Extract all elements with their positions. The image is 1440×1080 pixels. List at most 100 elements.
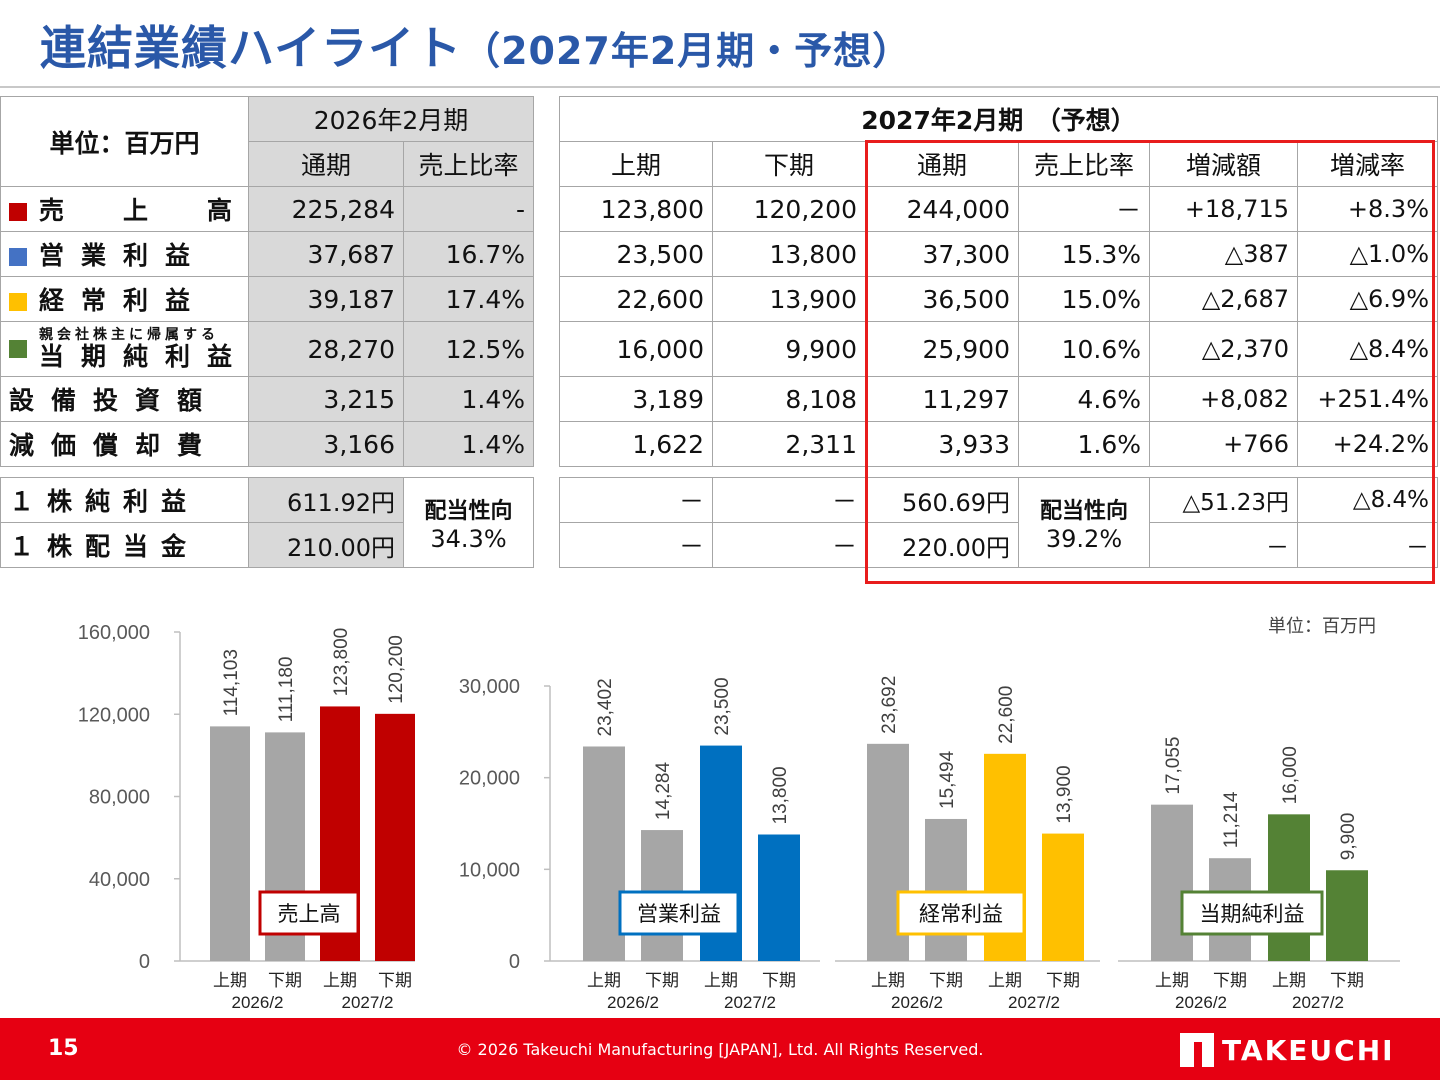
cell-full: 37,300 [865,231,1019,277]
x-category-label: 下期 [268,971,302,990]
table-row: 設備投資額 3,215 1.4% [0,376,534,422]
table-row: －－ 220.00円－－ [559,522,1439,568]
table-row: １株純利益 611.92円 配当性向 34.3% [0,477,534,568]
bar-value-label: 17,055 [1163,737,1184,795]
cell-ratio: － [1018,186,1150,232]
cell-prev-full: 3,215 [248,376,404,422]
cell-prev-ratio: 16.7% [403,231,534,277]
bar-value-label: 9,900 [1338,813,1359,861]
x-category-label: 上期 [1155,971,1189,990]
col-diff: 増減額 [1149,141,1298,187]
series-title-box [618,890,740,936]
bar-value-label: 114,103 [221,649,242,716]
y-tick-label: 0 [509,951,520,973]
cell-h2: 120,200 [712,186,866,232]
col-full-year-2026: 通期 [248,141,404,187]
period-header-2027: 2027年2月期 （予想） [558,96,1439,142]
x-group-label: 2026/2 [891,993,943,1012]
cell-h2: － [712,522,866,568]
bar [1326,870,1368,961]
cell-prev-full: 210.00円 [248,522,404,568]
cell-h1: － [559,477,713,523]
col-ratio-2027: 売上比率 [1018,141,1150,187]
x-category-label: 下期 [645,971,679,990]
results-table-2027: 2027年2月期 （予想） 上期 下期 通期 売上比率 増減額 増減率 123,… [558,96,1439,568]
y-tick-label: 20,000 [459,768,520,790]
cell-h1: 16,000 [559,321,713,377]
x-category-label: 下期 [1046,971,1080,990]
bar-value-label: 120,200 [386,635,407,704]
table-row: 経常利益 39,187 17.4% [0,276,534,322]
legend-square-icon [9,293,27,311]
row-label: 減価償却費 [0,421,249,467]
bar [925,818,967,961]
table-row: 16,000 9,900 25,900 10.6% △2,370 △8.4% [559,321,1439,377]
series-title: 営業利益 [637,903,721,926]
row-label-text: 経常利益 [39,286,208,315]
table-row: 親会社株主に帰属する 当期純利益 28,270 12.5% [0,321,534,377]
copyright-text: © 2026 Takeuchi Manufacturing [JAPAN], L… [456,1040,984,1059]
y-tick-label: 80,000 [89,787,150,809]
cell-h2: 8,108 [712,376,866,422]
title-sub: （2027年2月期・予想） [462,29,912,73]
cell-h1: 1,622 [559,421,713,467]
table-row: 123,800 120,200 244,000 － +18,715 +8.3% [559,186,1439,232]
cell-rate: +24.2% [1296,421,1439,467]
row-label-text: 営業利益 [39,241,208,270]
cell-prev-full: 37,687 [248,231,404,277]
cell-diff: +18,715 [1149,186,1298,232]
row-label-small: 親会社株主に帰属する [39,326,219,343]
bar [758,834,800,961]
x-category-label: 下期 [929,971,963,990]
cell-prev-ratio: 17.4% [403,276,534,322]
row-label: 経常利益 [0,276,249,322]
bar-value-label: 11,214 [1221,791,1242,848]
cell-rate: +251.4% [1296,376,1439,422]
x-group-label: 2026/2 [1175,993,1227,1012]
x-group-label: 2026/2 [232,993,284,1012]
payout-ratio-2027: 配当性向 39.2% [1018,477,1150,568]
cell-full: 36,500 [865,276,1019,322]
cell-ratio: 4.6% [1018,376,1150,422]
y-tick-label: 120,000 [78,704,150,726]
y-tick-label: 0 [139,951,150,973]
cell-h1: 22,600 [559,276,713,322]
table-row: 22,600 13,900 36,500 15.0% △2,687 △6.9% [559,276,1439,322]
x-category-label: 上期 [1272,971,1306,990]
cell-diff: △51.23円 [1149,477,1298,523]
title-divider [0,86,1440,88]
col-h1: 上期 [559,141,713,187]
cell-prev-full: 611.92円 [248,477,404,523]
logo-wordmark: TAKEUCHI [1222,1033,1395,1067]
row-label: 親会社株主に帰属する 当期純利益 [0,321,249,377]
bar-value-label: 16,000 [1280,746,1301,804]
series-title: 経常利益 [919,903,1003,926]
bar-value-label: 111,180 [276,657,297,723]
cell-diff: △387 [1149,231,1298,277]
x-category-label: 下期 [762,971,796,990]
cell-ratio: 10.6% [1018,321,1150,377]
table-row: －－ 560.69円 配当性向 39.2% △51.23円 △8.4% [559,477,1439,568]
cell-prev-ratio: - [403,186,534,232]
x-category-label: 上期 [323,971,357,990]
cell-rate: +8.3% [1296,186,1439,232]
cell-prev-full: 39,187 [248,276,404,322]
x-group-label: 2027/2 [724,993,776,1012]
x-group-label: 2026/2 [607,993,659,1012]
cell-h1: 123,800 [559,186,713,232]
legend-square-icon [9,203,27,221]
bar [375,713,415,961]
results-table-2026: 単位：百万円 2026年2月期 通期 売上比率 売 上 高 225,284- 営業利… [0,96,534,568]
row-label: 営業利益 [0,231,249,277]
x-group-label: 2027/2 [342,993,394,1012]
bar [583,746,625,961]
x-category-label: 上期 [587,971,621,990]
cell-h1: 3,189 [559,376,713,422]
bar-charts: 0 40,000 80,000 120,000 160,000 114,103 上期 111,… [78,622,1400,1012]
page-title: 連結業績ハイライト（2027年2月期・予想） [40,12,911,78]
cell-rate: △8.4% [1296,321,1439,377]
payout-label: 配当性向 [1039,498,1128,524]
x-category-label: 下期 [1330,971,1364,990]
cell-rate: △6.9% [1296,276,1439,322]
table-row: 減価償却費 3,166 1.4% [0,421,534,467]
